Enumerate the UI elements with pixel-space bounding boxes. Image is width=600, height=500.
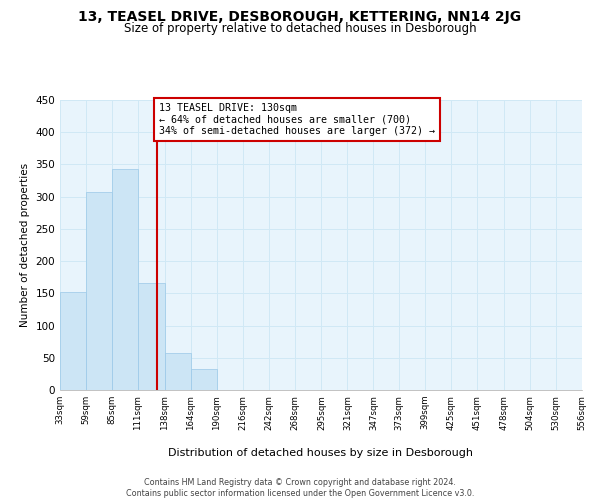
Y-axis label: Number of detached properties: Number of detached properties (20, 163, 30, 327)
Text: 13 TEASEL DRIVE: 130sqm
← 64% of detached houses are smaller (700)
34% of semi-d: 13 TEASEL DRIVE: 130sqm ← 64% of detache… (159, 103, 435, 136)
Bar (165, 354, 191, 390)
Bar (138, 283, 165, 390)
Text: Contains HM Land Registry data © Crown copyright and database right 2024.
Contai: Contains HM Land Registry data © Crown c… (126, 478, 474, 498)
Bar (86, 192, 112, 390)
Bar (112, 169, 138, 390)
Text: Distribution of detached houses by size in Desborough: Distribution of detached houses by size … (169, 448, 473, 458)
Bar (60, 292, 86, 390)
Text: 13, TEASEL DRIVE, DESBOROUGH, KETTERING, NN14 2JG: 13, TEASEL DRIVE, DESBOROUGH, KETTERING,… (79, 10, 521, 24)
Bar (191, 368, 217, 390)
Text: Size of property relative to detached houses in Desborough: Size of property relative to detached ho… (124, 22, 476, 35)
